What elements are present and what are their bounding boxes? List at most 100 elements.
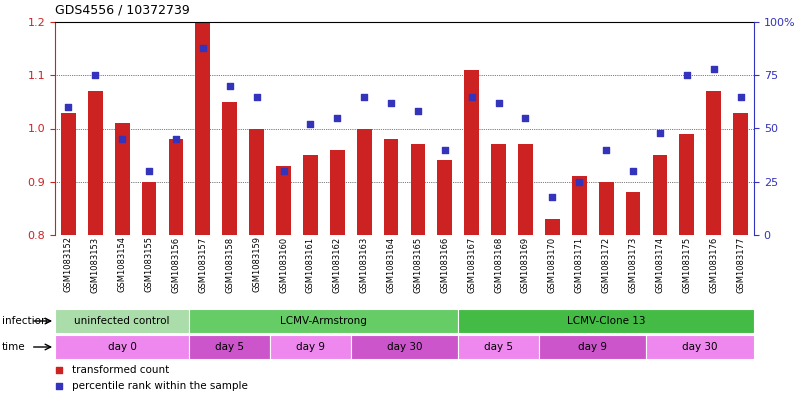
Text: day 0: day 0	[108, 342, 137, 352]
Point	[653, 130, 666, 136]
Text: GSM1083174: GSM1083174	[655, 237, 665, 292]
Text: day 30: day 30	[387, 342, 422, 352]
Point	[385, 100, 398, 106]
Bar	[464, 70, 479, 235]
Text: day 5: day 5	[215, 342, 245, 352]
Bar	[733, 112, 748, 235]
Text: infection: infection	[2, 316, 47, 326]
Text: GSM1083161: GSM1083161	[306, 237, 315, 292]
Text: day 5: day 5	[484, 342, 513, 352]
Bar	[458, 335, 539, 359]
Point	[116, 136, 129, 142]
Bar	[141, 182, 156, 235]
Bar	[303, 155, 318, 235]
Bar	[680, 134, 694, 235]
Point	[196, 44, 209, 51]
Bar	[626, 193, 641, 235]
Bar	[458, 309, 754, 333]
Point	[331, 115, 344, 121]
Point	[599, 147, 612, 153]
Point	[53, 367, 66, 373]
Bar	[384, 139, 399, 235]
Point	[223, 83, 236, 89]
Bar	[599, 182, 614, 235]
Text: percentile rank within the sample: percentile rank within the sample	[72, 381, 249, 391]
Text: GSM1083163: GSM1083163	[360, 237, 368, 293]
Point	[492, 100, 505, 106]
Point	[438, 147, 451, 153]
Point	[53, 383, 66, 389]
Bar	[276, 166, 291, 235]
Text: GSM1083166: GSM1083166	[441, 237, 449, 293]
Bar	[545, 219, 560, 235]
Bar	[115, 123, 129, 235]
Point	[465, 94, 478, 100]
Point	[250, 94, 263, 100]
Text: GSM1083176: GSM1083176	[709, 237, 719, 293]
Bar	[55, 335, 190, 359]
Bar	[351, 335, 458, 359]
Bar	[190, 335, 270, 359]
Bar	[491, 145, 506, 235]
Point	[546, 193, 559, 200]
Text: transformed count: transformed count	[72, 365, 170, 375]
Bar	[437, 160, 453, 235]
Text: day 9: day 9	[296, 342, 325, 352]
Text: GSM1083167: GSM1083167	[467, 237, 476, 293]
Text: GSM1083164: GSM1083164	[387, 237, 395, 292]
Text: GSM1083153: GSM1083153	[91, 237, 100, 292]
Text: day 9: day 9	[578, 342, 607, 352]
Bar	[539, 335, 646, 359]
Text: GSM1083170: GSM1083170	[548, 237, 557, 292]
Text: GSM1083169: GSM1083169	[521, 237, 530, 292]
Bar	[249, 129, 264, 235]
Text: time: time	[2, 342, 25, 352]
Bar	[55, 309, 190, 333]
Text: GSM1083157: GSM1083157	[198, 237, 207, 292]
Text: GSM1083154: GSM1083154	[118, 237, 127, 292]
Bar	[410, 145, 426, 235]
Text: GSM1083171: GSM1083171	[575, 237, 584, 292]
Bar	[646, 335, 754, 359]
Point	[707, 66, 720, 72]
Bar	[190, 309, 458, 333]
Point	[170, 136, 183, 142]
Text: GSM1083177: GSM1083177	[736, 237, 745, 293]
Bar	[61, 112, 76, 235]
Text: GSM1083175: GSM1083175	[682, 237, 692, 292]
Bar	[88, 91, 102, 235]
Bar	[707, 91, 721, 235]
Bar	[330, 150, 345, 235]
Point	[62, 104, 75, 110]
Point	[573, 178, 586, 185]
Text: GSM1083160: GSM1083160	[279, 237, 288, 292]
Point	[277, 168, 290, 174]
Bar	[572, 176, 587, 235]
Point	[143, 168, 156, 174]
Point	[304, 121, 317, 127]
Bar	[270, 335, 351, 359]
Bar	[222, 102, 237, 235]
Point	[626, 168, 639, 174]
Point	[89, 72, 102, 78]
Text: GSM1083162: GSM1083162	[333, 237, 341, 292]
Text: GSM1083159: GSM1083159	[252, 237, 261, 292]
Text: GSM1083152: GSM1083152	[64, 237, 73, 292]
Text: GSM1083156: GSM1083156	[172, 237, 180, 292]
Text: GSM1083168: GSM1083168	[494, 237, 503, 293]
Point	[680, 72, 693, 78]
Text: GSM1083172: GSM1083172	[602, 237, 611, 292]
Text: uninfected control: uninfected control	[75, 316, 170, 326]
Text: GDS4556 / 10372739: GDS4556 / 10372739	[55, 4, 190, 17]
Point	[411, 108, 424, 115]
Text: GSM1083165: GSM1083165	[414, 237, 422, 292]
Point	[358, 94, 371, 100]
Bar	[195, 22, 210, 235]
Bar	[653, 155, 667, 235]
Text: GSM1083173: GSM1083173	[629, 237, 638, 293]
Text: day 30: day 30	[683, 342, 718, 352]
Text: GSM1083155: GSM1083155	[145, 237, 153, 292]
Bar	[518, 145, 533, 235]
Text: LCMV-Armstrong: LCMV-Armstrong	[280, 316, 368, 326]
Bar	[357, 129, 372, 235]
